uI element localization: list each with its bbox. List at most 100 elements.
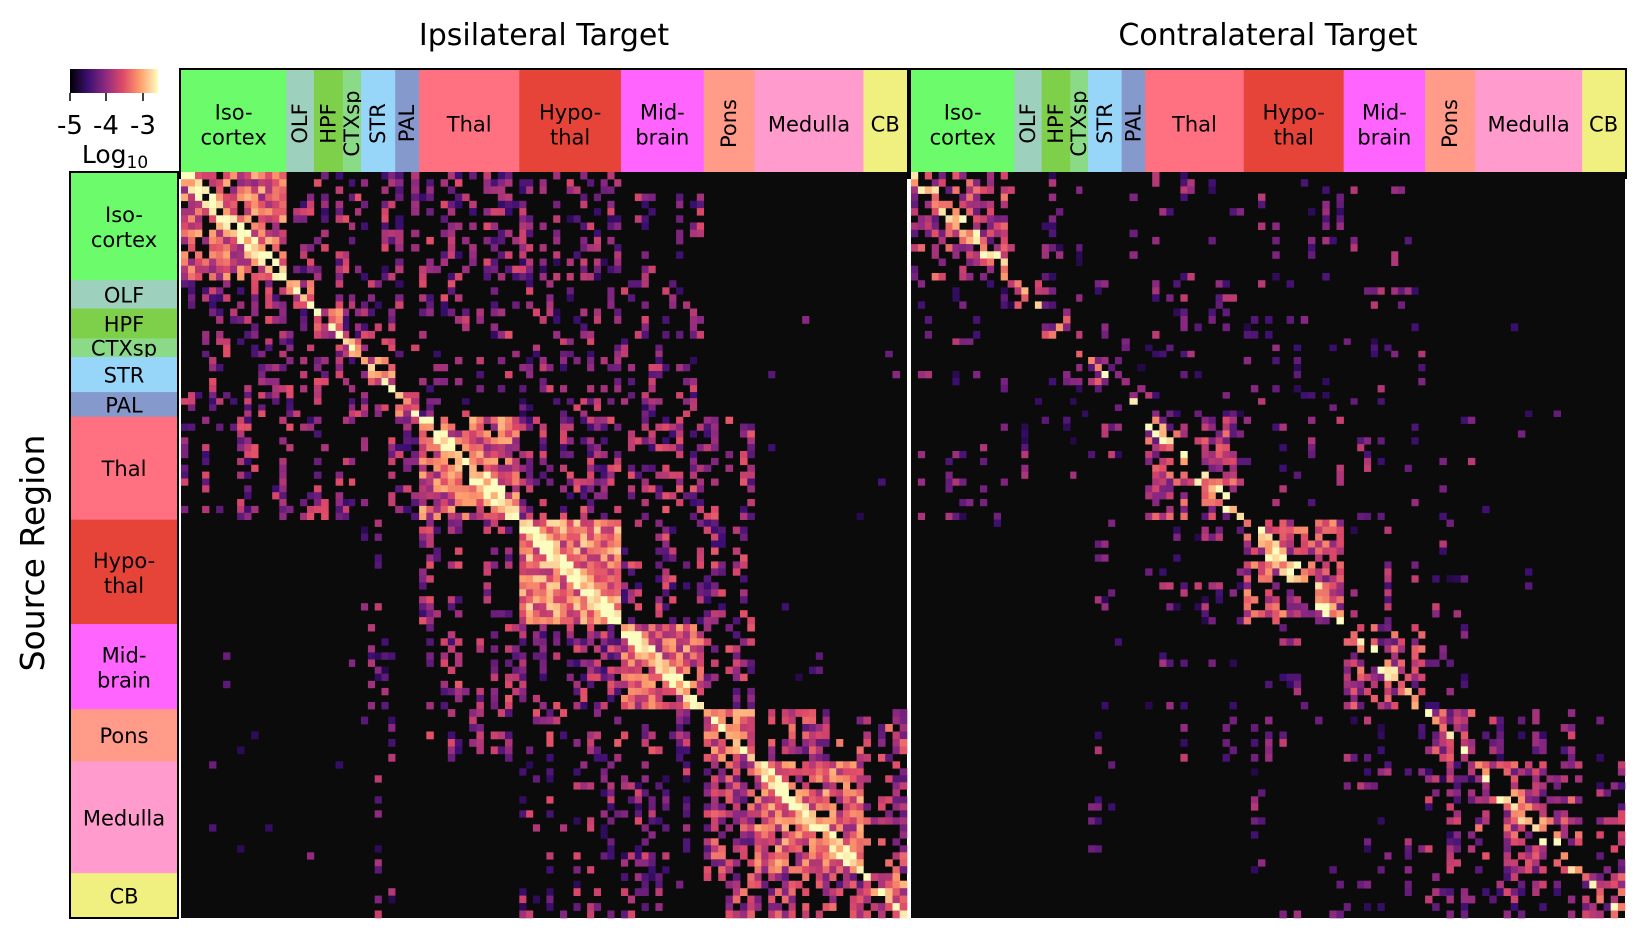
heatmap-cell xyxy=(747,859,755,867)
heatmap-cell xyxy=(689,378,698,386)
target-region-block xyxy=(1425,69,1476,178)
heatmap-cell xyxy=(1467,831,1476,839)
heatmap-cell xyxy=(419,540,427,548)
heatmap-cell xyxy=(795,838,803,846)
heatmap-cell xyxy=(1152,464,1160,472)
heatmap-cell xyxy=(258,410,266,417)
heatmap-cell xyxy=(462,398,470,405)
target-region-block xyxy=(1088,69,1123,178)
heatmap-cell xyxy=(892,746,901,755)
heatmap-cell xyxy=(809,824,817,832)
heatmap-cell xyxy=(209,208,217,216)
heatmap-cell xyxy=(348,410,356,417)
heatmap-cell xyxy=(856,746,864,755)
heatmap-cell xyxy=(1482,852,1490,860)
heatmap-cell xyxy=(374,561,382,569)
heatmap-cell xyxy=(1114,357,1122,365)
heatmap-cell xyxy=(1322,526,1330,534)
heatmap-cell xyxy=(505,179,513,187)
heatmap-cell xyxy=(272,273,280,281)
heatmap-cell xyxy=(696,485,704,493)
heatmap-cell xyxy=(587,485,595,493)
heatmap-cell xyxy=(469,200,477,209)
heatmap-cell xyxy=(454,471,463,479)
heatmap-cell xyxy=(587,910,595,919)
heatmap-cell xyxy=(237,499,245,507)
heatmap-cell xyxy=(483,222,491,230)
heatmap-cell xyxy=(335,364,344,372)
heatmap-cell xyxy=(614,603,622,611)
heatmap-cell xyxy=(440,451,449,459)
heatmap-cell xyxy=(986,229,995,238)
heatmap-cell xyxy=(573,903,581,911)
heatmap-cell xyxy=(924,316,932,324)
heatmap-cell xyxy=(621,596,629,604)
heatmap-cell xyxy=(573,251,581,259)
heatmap-cell xyxy=(1300,575,1309,583)
heatmap-cell xyxy=(1364,838,1372,846)
heatmap-cell xyxy=(1329,236,1337,245)
heatmap-cell xyxy=(1101,423,1109,431)
heatmap-cell xyxy=(580,596,588,604)
heatmap-cell xyxy=(355,208,362,216)
heatmap-cell xyxy=(1560,775,1569,783)
heatmap-cell xyxy=(754,838,762,846)
heatmap-cell xyxy=(1145,451,1153,459)
heatmap-cell xyxy=(505,265,513,274)
heatmap-cell xyxy=(662,680,670,689)
heatmap-cell xyxy=(1293,638,1302,646)
heatmap-cell xyxy=(676,287,684,295)
heatmap-cell xyxy=(740,831,748,839)
heatmap-cell xyxy=(662,423,670,431)
heatmap-cell xyxy=(546,596,554,604)
heatmap-cell xyxy=(1041,273,1050,281)
target-region-block xyxy=(863,69,908,178)
heatmap-cell xyxy=(279,505,287,514)
heatmap-cell xyxy=(788,817,796,825)
heatmap-cell xyxy=(593,464,601,472)
heatmap-cell xyxy=(993,215,1001,223)
heatmap-cell xyxy=(1000,236,1008,245)
heatmap-cell xyxy=(747,831,755,839)
heatmap-cell xyxy=(1101,702,1109,710)
heatmap-cell xyxy=(411,416,420,424)
heatmap-cell xyxy=(718,603,726,611)
heatmap-cell xyxy=(209,200,217,209)
heatmap-cell xyxy=(711,810,719,818)
heatmap-cell xyxy=(1603,817,1611,825)
heatmap-cell xyxy=(627,471,636,479)
heatmap-cell xyxy=(580,582,588,590)
heatmap-cell xyxy=(740,761,748,769)
colorbar-gradient xyxy=(70,69,158,93)
heatmap-cell xyxy=(1567,895,1576,904)
heatmap-cell xyxy=(566,617,574,625)
heatmap-cell xyxy=(802,873,810,881)
heatmap-cell xyxy=(1418,378,1426,386)
heatmap-cell xyxy=(381,638,389,646)
heatmap-cell xyxy=(348,659,356,667)
heatmap-cell xyxy=(836,888,844,896)
heatmap-cell xyxy=(519,582,527,590)
heatmap-cell xyxy=(286,505,294,514)
heatmap-cell xyxy=(1152,294,1160,302)
heatmap-cell xyxy=(426,702,434,710)
heatmap-cell xyxy=(447,423,456,431)
heatmap-cell xyxy=(768,761,776,769)
heatmap-cell xyxy=(1517,910,1526,919)
heatmap-cell xyxy=(863,775,871,783)
heatmap-cell xyxy=(519,888,527,896)
heatmap-cell xyxy=(849,796,857,804)
heatmap-cell xyxy=(244,236,252,245)
heatmap-cell xyxy=(454,680,463,689)
heatmap-cell xyxy=(1094,287,1102,295)
heatmap-cell xyxy=(426,526,434,534)
heatmap-cell xyxy=(973,258,981,266)
heatmap-cell xyxy=(1384,603,1392,611)
heatmap-cell xyxy=(244,193,252,202)
heatmap-cell xyxy=(1350,652,1358,660)
heatmap-cell xyxy=(1560,810,1569,818)
heatmap-cell xyxy=(209,229,217,238)
heatmap-cell xyxy=(490,694,499,703)
heatmap-cell xyxy=(426,659,434,667)
